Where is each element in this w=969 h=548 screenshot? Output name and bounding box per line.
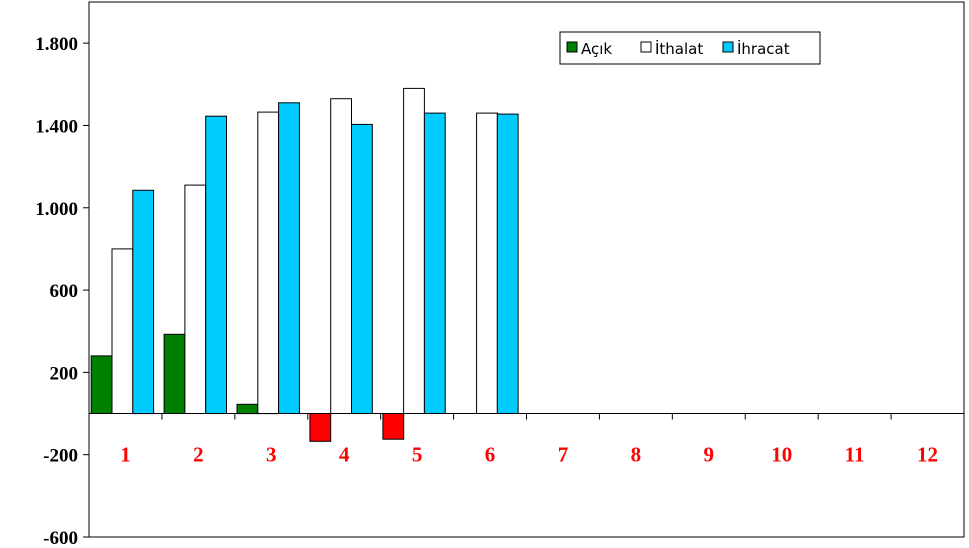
bar-series-1-cat-1 (90, 355, 113, 414)
y-tick-label: 1.400 (35, 116, 78, 137)
x-category-label: 9 (704, 443, 715, 467)
legend-swatch-acik (566, 41, 578, 53)
bar-series-2-cat-3 (257, 111, 280, 415)
x-axis-labels: 1 2 3 4 5 6 7 8 9 10 11 12 (120, 443, 938, 467)
bar-series-1-cat-4 (309, 413, 332, 442)
y-tick-label: -600 (43, 528, 78, 548)
legend-label-acik: Açık (581, 40, 612, 58)
bar-series-3-cat-4 (351, 123, 373, 415)
x-category-label: 7 (558, 443, 569, 467)
y-tick-label: 200 (50, 363, 79, 384)
x-tick-marks (161, 413, 892, 420)
y-tick-label: -200 (43, 446, 78, 467)
x-category-label: 3 (266, 443, 277, 467)
bar-series-3-cat-5 (423, 112, 446, 414)
legend-swatch-ithalat (640, 41, 652, 53)
legend: Açık İthalat İhracat (559, 31, 821, 65)
bar-series-3-cat-1 (132, 189, 155, 415)
x-category-label: 4 (339, 443, 350, 467)
y-axis: 1.800 1.400 1.000 600 200 -200 -600 (35, 34, 89, 548)
bar-series-2-cat-4 (330, 98, 353, 414)
bar-series-1-cat-2 (163, 333, 186, 414)
bar-series-3-cat-6 (496, 113, 519, 414)
x-category-label: 1 (120, 443, 131, 467)
bar-series-2-cat-1 (111, 248, 134, 414)
x-category-label: 2 (193, 443, 204, 467)
legend-label-ithalat: İthalat (655, 39, 703, 58)
legend-box (559, 31, 821, 65)
x-category-label: 5 (412, 443, 423, 467)
legend-swatch-ihracat (722, 41, 734, 53)
y-tick-label: 1.800 (35, 34, 78, 55)
bar-series-3-cat-3 (278, 102, 300, 415)
x-category-label: 12 (917, 443, 938, 467)
bar-series-1-cat-5 (382, 413, 405, 440)
legend-label-ihracat: İhracat (737, 39, 790, 58)
y-tick-label: 600 (50, 281, 79, 302)
bar-series-3-cat-2 (205, 115, 227, 414)
plot-area (88, 1, 965, 538)
bar-series-2-cat-2 (184, 184, 207, 414)
bars-layer (90, 87, 519, 442)
x-category-label: 6 (485, 443, 496, 467)
x-category-label: 11 (845, 443, 865, 467)
y-tick-label: 1.000 (35, 199, 78, 220)
bar-series-2-cat-6 (476, 112, 498, 414)
bar-series-2-cat-5 (403, 87, 425, 415)
bar-series-1-cat-3 (236, 403, 259, 415)
x-category-label: 10 (771, 443, 792, 467)
x-category-label: 8 (631, 443, 642, 467)
